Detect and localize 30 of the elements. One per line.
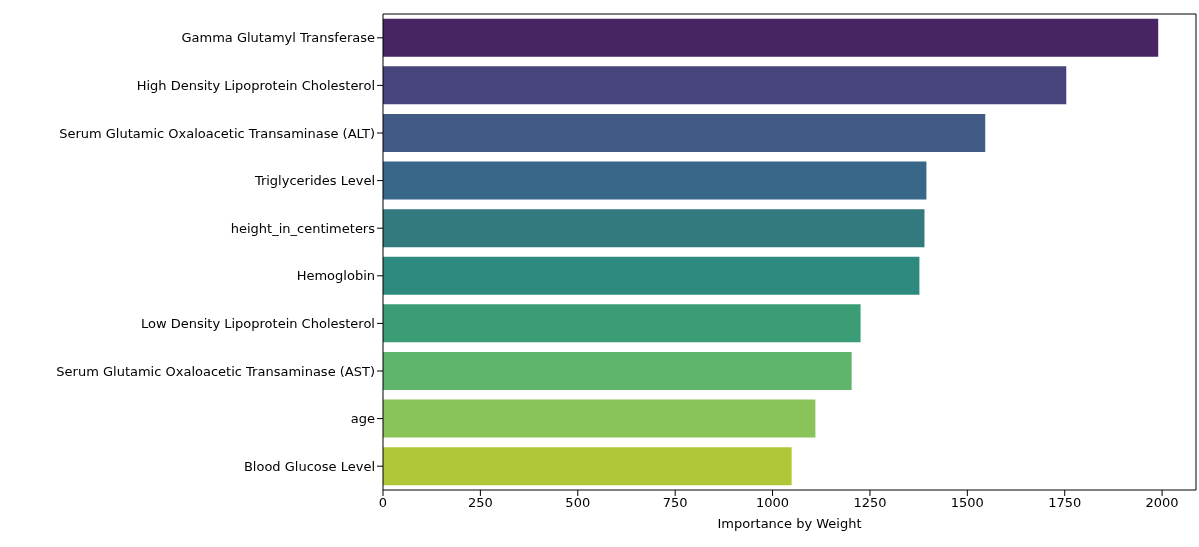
x-tick-label: 1000 [756, 495, 790, 511]
bar [383, 66, 1067, 105]
bar [383, 399, 816, 438]
y-tick-label: Blood Glucose Level [243, 458, 375, 474]
x-tick-label: 0 [378, 495, 388, 511]
x-tick-label: 250 [467, 495, 493, 511]
y-tick-label: High Density Lipoprotein Cholesterol [136, 78, 375, 94]
bar [383, 113, 986, 152]
bar [383, 18, 1159, 57]
y-tick-label: Serum Glutamic Oxaloacetic Transaminase (ALT) [59, 125, 375, 141]
bar [383, 209, 925, 248]
x-tick-label: 1750 [1048, 495, 1082, 511]
y-tick-label: Serum Glutamic Oxaloacetic Transaminase (AST) [56, 363, 375, 379]
y-tick-label: Gamma Glutamyl Transferase [181, 30, 375, 46]
x-axis-title: Importance by Weight [717, 516, 862, 531]
x-tick-label: 1500 [950, 495, 984, 511]
bar [383, 161, 927, 200]
y-tick-label: age [350, 411, 375, 427]
bar [383, 351, 852, 390]
bar [383, 304, 861, 343]
y-tick-label: Hemoglobin [296, 268, 375, 284]
y-tick-label: Triglycerides Level [253, 173, 375, 189]
y-tick-label: Low Density Lipoprotein Cholesterol [140, 316, 375, 332]
x-tick-label: 750 [662, 495, 688, 511]
x-tick-label: 2000 [1145, 495, 1179, 511]
x-tick-label: 1250 [853, 495, 887, 511]
bar [383, 447, 792, 486]
bar [383, 256, 920, 295]
x-tick-label: 500 [565, 495, 591, 511]
y-tick-label: height_in_centimeters [230, 220, 376, 236]
